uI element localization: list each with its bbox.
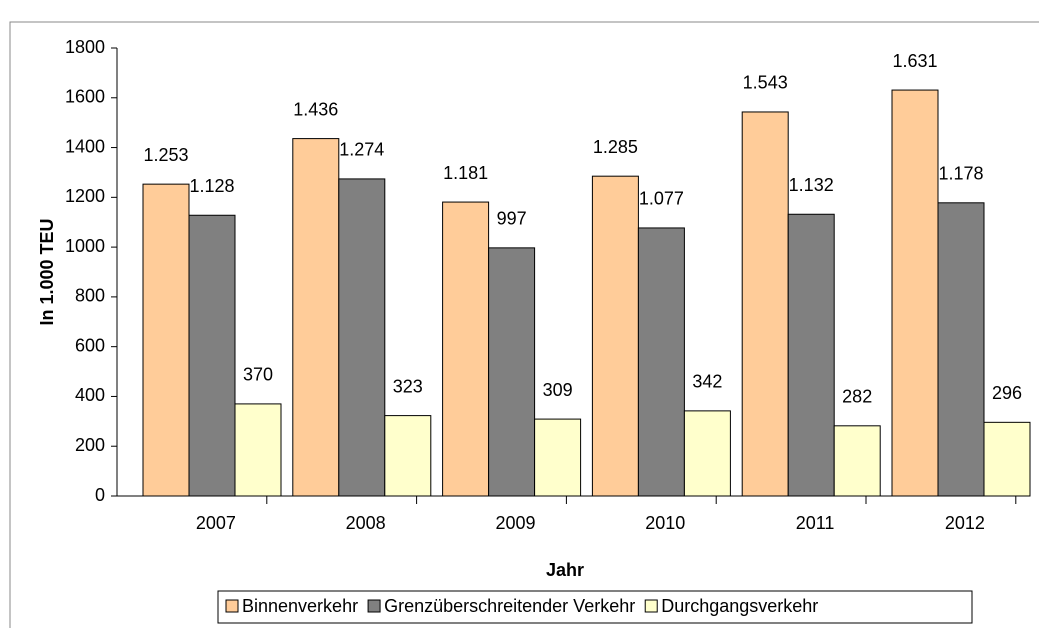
bar bbox=[292, 138, 340, 497]
legend-label: Grenzüberschreitender Verkehr bbox=[384, 596, 635, 616]
data-label: 296 bbox=[992, 383, 1022, 403]
x-tick-label: 2011 bbox=[796, 513, 835, 533]
y-tick-label: 1800 bbox=[65, 37, 105, 57]
data-label: 1.178 bbox=[938, 164, 983, 184]
data-label: 1.253 bbox=[143, 145, 188, 165]
bar bbox=[833, 425, 881, 497]
data-label: 282 bbox=[842, 387, 872, 407]
legend-label: Binnenverkehr bbox=[242, 596, 358, 616]
bar bbox=[741, 111, 789, 497]
bar bbox=[891, 89, 939, 497]
y-tick-label: 0 bbox=[95, 485, 105, 505]
legend bbox=[217, 590, 973, 624]
legend-label: Durchgangsverkehr bbox=[661, 596, 818, 616]
bar bbox=[142, 183, 190, 497]
x-tick-label: 2009 bbox=[495, 513, 535, 533]
bar bbox=[983, 421, 1031, 497]
data-label: 1.285 bbox=[593, 137, 638, 157]
bar bbox=[534, 418, 582, 497]
y-tick-label: 1000 bbox=[65, 236, 105, 256]
y-tick-label: 400 bbox=[75, 385, 105, 405]
data-label: 1.181 bbox=[443, 163, 488, 183]
data-label: 309 bbox=[543, 380, 573, 400]
bar bbox=[188, 214, 236, 497]
bar bbox=[338, 178, 386, 497]
data-label: 323 bbox=[393, 376, 423, 396]
x-axis-label: Jahr bbox=[546, 560, 584, 580]
x-tick-label: 2008 bbox=[346, 513, 386, 533]
bar bbox=[442, 201, 490, 497]
y-tick-label: 800 bbox=[75, 286, 105, 306]
y-tick-label: 1400 bbox=[65, 136, 105, 156]
data-label: 1.631 bbox=[892, 51, 937, 71]
data-label: 1.274 bbox=[339, 140, 384, 160]
bar bbox=[937, 202, 985, 497]
data-label: 342 bbox=[692, 372, 722, 392]
bar bbox=[637, 227, 685, 497]
data-label: 370 bbox=[243, 365, 273, 385]
data-label: 1.543 bbox=[743, 73, 788, 93]
data-label: 1.436 bbox=[293, 99, 338, 119]
chart-frame bbox=[9, 21, 1039, 628]
x-tick-label: 2007 bbox=[196, 513, 236, 533]
data-label: 1.128 bbox=[189, 176, 234, 196]
y-tick-label: 1600 bbox=[65, 87, 105, 107]
legend-swatch bbox=[225, 599, 239, 613]
bar bbox=[384, 415, 432, 497]
legend-swatch bbox=[644, 599, 658, 613]
y-tick-label: 200 bbox=[75, 435, 105, 455]
x-tick-label: 2010 bbox=[645, 513, 685, 533]
bar bbox=[591, 175, 639, 497]
bar bbox=[488, 247, 536, 497]
bar bbox=[787, 213, 835, 497]
y-tick-label: 600 bbox=[75, 335, 105, 355]
legend-swatch bbox=[367, 599, 381, 613]
x-tick-label: 2012 bbox=[945, 513, 985, 533]
y-axis-label: In 1.000 TEU bbox=[37, 218, 57, 325]
y-tick-label: 1200 bbox=[65, 186, 105, 206]
data-label: 997 bbox=[497, 209, 527, 229]
data-label: 1.132 bbox=[789, 175, 834, 195]
data-label: 1.077 bbox=[639, 189, 684, 209]
bar bbox=[234, 403, 282, 497]
bar bbox=[683, 410, 731, 497]
